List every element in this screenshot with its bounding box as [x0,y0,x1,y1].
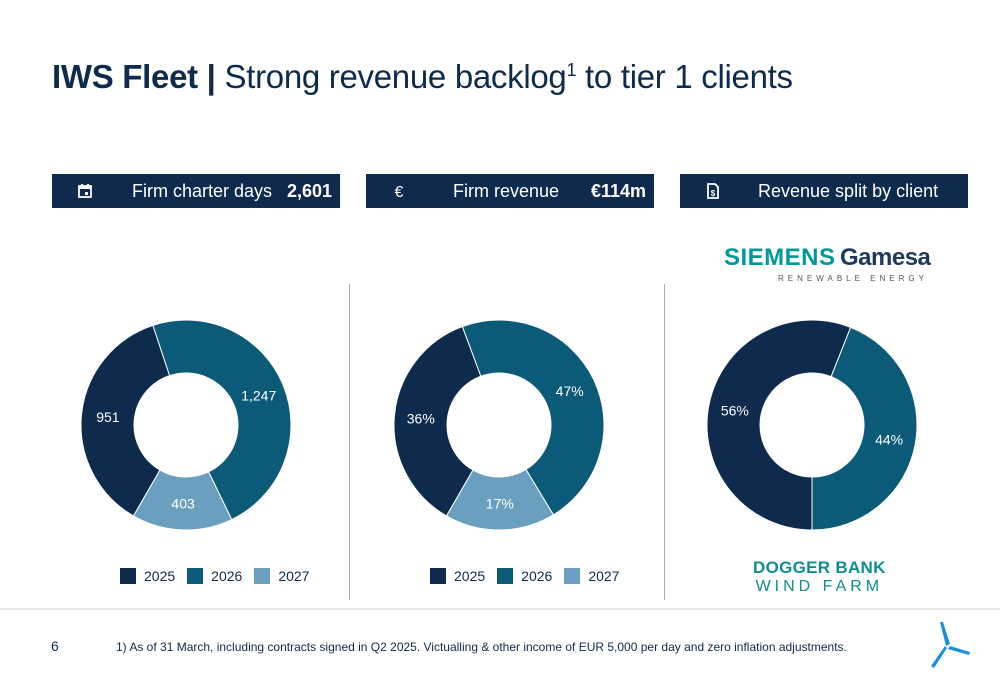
header-label: Revenue split by client [758,181,939,201]
svg-text:$: $ [711,189,716,198]
page-title: IWS Fleet | Strong revenue backlog1 to t… [52,58,793,96]
donut-slice-2025 [80,324,171,517]
header-firm-charter-days: Firm charter days 2,601 [52,174,340,208]
legend-swatch [254,568,271,584]
slice-data-label: 403 [171,495,195,511]
gamesa-logo-word: Gamesa [839,244,931,271]
dogger-logo-line1: DOGGER BANK [753,558,886,577]
slice-data-label: 36% [407,410,435,426]
title-footnote-marker: 1 [566,60,577,80]
legend-chart-2: 2025 2026 2027 [430,568,631,584]
legend-swatch [430,568,446,584]
legend-item-2025: 2025 [120,568,175,584]
header-value: €114m [590,181,646,201]
footer-divider [0,608,1000,610]
legend-item-2026: 2026 [497,568,552,584]
title-bold: IWS Fleet | [52,58,216,95]
title-light: Strong revenue backlog [224,58,567,95]
donut-chart-1: 951 1,247 403 [80,319,292,531]
legend-label: 2025 [454,568,486,584]
donut-slice-2025 [393,325,482,517]
slice-data-label: 951 [96,409,120,425]
legend-item-2025: 2025 [430,568,485,584]
donut-chart-2: 36% 47% 17% [393,319,605,531]
header-revenue-split: $ Revenue split by client [680,174,968,208]
header-label: Firm revenue [453,181,560,201]
legend-item-2027: 2027 [254,568,309,584]
company-logo-icon [931,622,970,668]
slice-data-label: 17% [486,495,514,511]
document-icon: $ [707,183,719,199]
dogger-logo-line2: WIND FARM [755,578,884,595]
slice-data-label: 47% [556,383,584,399]
legend-swatch [497,568,514,584]
donut-slice-2026 [152,319,292,521]
siemens-logo-subtitle: RENEWABLE ENERGY [778,274,928,283]
donut-slice-2027 [132,469,233,531]
legend-swatch [120,568,136,584]
euro-icon: € [395,184,404,200]
slice-data-label: 1,247 [241,387,276,403]
title-rest: to tier 1 clients [576,58,793,95]
dogger-bank-logo: DOGGER BANK WIND FARM [753,558,886,596]
page-number: 6 [51,638,59,654]
donut-slice-dogger-bank-wind-farm [811,326,918,531]
header-firm-revenue: € Firm revenue €114m [366,174,654,208]
calendar-icon [78,184,92,198]
slice-data-label: 44% [875,432,903,448]
legend-label: 2027 [588,568,620,584]
siemens-gamesa-logo: SIEMENS Gamesa RENEWABLE ENERGY [724,244,931,283]
legend-item-2027: 2027 [564,568,619,584]
legend-label: 2025 [144,568,176,584]
footnote: 1) As of 31 March, including contracts s… [116,640,847,654]
donut-chart-3: 56% 44% [706,319,918,531]
donut-slice-2027 [445,468,555,531]
legend-item-2026: 2026 [187,568,242,584]
divider-left [349,284,350,600]
slice-data-label: 56% [721,402,749,418]
legend-swatch [187,568,204,584]
legend-label: 2027 [278,568,310,584]
legend-label: 2026 [211,568,243,584]
legend-chart-1: 2025 2026 2027 [120,568,321,584]
legend-label: 2026 [521,568,553,584]
siemens-logo-word: SIEMENS [724,244,836,271]
header-label: Firm charter days [132,181,273,201]
legend-swatch [564,568,581,584]
header-value: 2,601 [286,181,332,201]
donut-slice-2026 [461,319,605,516]
donut-slice-siemens-gamesa [706,319,852,531]
divider-right [664,284,665,600]
svg-text:€: € [395,184,404,200]
